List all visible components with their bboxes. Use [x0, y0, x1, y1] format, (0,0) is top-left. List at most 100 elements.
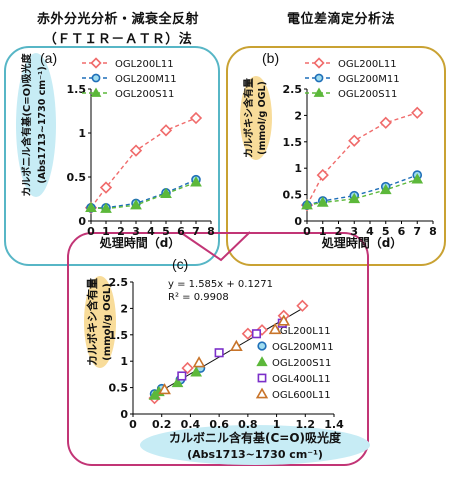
panel-b-label: (b)	[262, 50, 279, 66]
panel-a-ylabel-sub: (Abs1713~1730 cm⁻¹)	[37, 66, 48, 183]
panel-c-data-point	[181, 361, 194, 375]
panel-b-x-tick-label: 4	[366, 225, 374, 238]
panel-a-legend-marker	[90, 87, 102, 97]
panel-b-ylabel: カルボキシ含有量	[242, 78, 255, 158]
panel-c-xlabel-bubble	[140, 425, 370, 465]
panel-c-data-point	[296, 299, 309, 312]
panel-b-x-tick-label: 3	[350, 225, 358, 238]
panel-c-connector	[179, 231, 251, 262]
panel-c-data-point	[214, 348, 224, 358]
panel-b-legend-label: OGL200S11	[338, 89, 397, 100]
panel-b-plot: 0 1 2 3 4 5 6 7 800.511.522.5OGL200L11OGL200M11O…	[283, 57, 437, 238]
panel-b-data-point	[411, 106, 424, 119]
panel-a-data-point	[190, 176, 202, 187]
panel-c-data-point	[190, 366, 203, 377]
panel-a-x-tick-label: 2	[117, 225, 125, 238]
panel-a-x-tick-label: 5	[162, 225, 170, 238]
panel-b-legend-marker	[313, 87, 325, 97]
panel-c-frame	[67, 232, 369, 466]
panel-a-x-tick-label: 3	[132, 225, 140, 238]
panel-b-legend-label: OGL200L11	[338, 59, 397, 70]
panel-b-series-line	[306, 178, 418, 206]
fit-r2: R² = 0.9908	[168, 292, 229, 303]
panel-c-label: (c)	[172, 256, 188, 272]
panel-c-legend-label: OGL400L11	[272, 374, 331, 385]
panel-a-x-tick-label: 4	[147, 225, 155, 238]
panel-a-data-point	[130, 199, 142, 210]
panel-a-ylabel-bubble	[16, 53, 56, 197]
panel-c-data-point	[251, 329, 262, 339]
panel-a-data-point	[189, 111, 203, 125]
panel-a-legend-label: OGL200M11	[115, 74, 177, 85]
panel-b-x-tick-label: 6	[398, 225, 406, 238]
panel-b-y-tick-label: 1	[294, 162, 302, 175]
panel-a-x-tick-label: 1	[102, 225, 110, 238]
panel-c-data-point	[241, 327, 254, 340]
panel-b-x-tick-label: 7	[413, 225, 421, 238]
panel-c-data-point	[268, 322, 282, 335]
panel-a-legend-marker	[90, 57, 102, 69]
panel-c-legend-label: OGL200L11	[272, 326, 331, 337]
panel-a-plot: 0 1 2 3 4 5 6 7 800.511.5OGL200L11OGL200M11OGL20…	[67, 57, 215, 238]
panel-c-y-tick-label: 0.5	[109, 382, 129, 395]
panel-c-ylabel-bubble	[84, 276, 116, 368]
panel-a-x-tick-label: 7	[192, 225, 200, 238]
panel-c-data-point	[192, 356, 206, 368]
panel-b-series-line	[306, 112, 418, 206]
panel-b-y-tick-label: 0	[294, 215, 302, 228]
panel-c-x-tick-label: 0.8	[238, 418, 258, 431]
panel-c-y-tick-label: 2.5	[109, 276, 129, 289]
panel-c-legend-label: OGL600L11	[272, 390, 331, 401]
panel-a-data-point	[129, 144, 143, 157]
panel-c-xlabel-sub: (Abs1713~1730 cm⁻¹)	[187, 448, 323, 461]
panel-a-xlabel: 処理時間（d）	[99, 235, 181, 250]
panel-a-legend-marker	[91, 73, 101, 83]
panel-c-legend-label: OGL200S11	[272, 358, 331, 369]
panel-c-y-tick-label: 2	[120, 302, 128, 315]
panel-a-data-point	[85, 201, 97, 213]
panel-b-xlabel: 処理時間（d）	[321, 235, 403, 250]
panel-a-x-tick-label: 6	[177, 225, 185, 238]
panel-b-data-point	[379, 183, 392, 195]
panel-b-frame	[226, 46, 446, 266]
panel-b-x-tick-label: 0	[303, 225, 311, 238]
panel-c-x-tick-label: 1.4	[324, 418, 344, 431]
panel-b-y-tick-label: 2	[294, 109, 302, 122]
panel-b-data-point	[301, 199, 313, 210]
panel-c-x-tick-label: 0.6	[209, 418, 229, 431]
panel-c-legend-marker	[257, 341, 267, 351]
panel-b-x-tick-label: 1	[319, 225, 327, 238]
panel-b-data-point	[348, 134, 361, 147]
panel-b-x-tick-label: 2	[335, 225, 343, 238]
panel-c-x-tick-label: 0.2	[152, 418, 172, 431]
panel-b-data-point	[348, 192, 361, 204]
panel-a-y-tick-label: 1.5	[67, 83, 87, 96]
panel-b-ylabel-sub: (mmol/g OGL)	[257, 81, 268, 155]
panel-a-data-point	[160, 187, 172, 198]
panel-b-ylabel-bubble	[240, 76, 272, 160]
panel-a-y-tick-label: 0.5	[67, 171, 87, 184]
panel-c-legend-marker	[255, 387, 269, 399]
panel-b-series-line	[306, 174, 418, 206]
panel-a-x-tick-label: 8	[207, 225, 215, 238]
panel-a-label: (a)	[40, 50, 57, 66]
panel-b-data-point	[316, 196, 329, 207]
panel-a-y-tick-label: 1	[78, 127, 86, 140]
panel-a-y-tick-label: 0	[78, 215, 86, 228]
panel-a-legend-label: OGL200S11	[115, 89, 174, 100]
panel-c-y-tick-label: 1	[120, 355, 128, 368]
panel-b-legend-label: OGL200M11	[338, 74, 400, 85]
panel-c-data-point	[177, 371, 187, 381]
panel-b-data-point	[411, 173, 424, 184]
panel-c-x-tick-label: 0	[129, 418, 137, 431]
panel-c-data-point	[229, 339, 243, 351]
panel-a-data-point	[100, 202, 112, 213]
panel-b-legend-marker	[314, 73, 324, 83]
panel-c-plot: 0 0.2 0.4 0.6 0.8 1 1.2 1.4 0 0.5 1 1.5 2 2.5 OGL200L1…	[109, 276, 345, 431]
panel-c-x-tick-label: 1	[273, 418, 281, 431]
panel-a-ylabel: カルボニル含有基(C=O)吸光度	[20, 52, 33, 196]
panel-c-x-tick-label: 1.2	[296, 418, 316, 431]
panel-a-legend-label: OGL200L11	[115, 59, 174, 70]
panel-b-data-point	[316, 168, 329, 182]
